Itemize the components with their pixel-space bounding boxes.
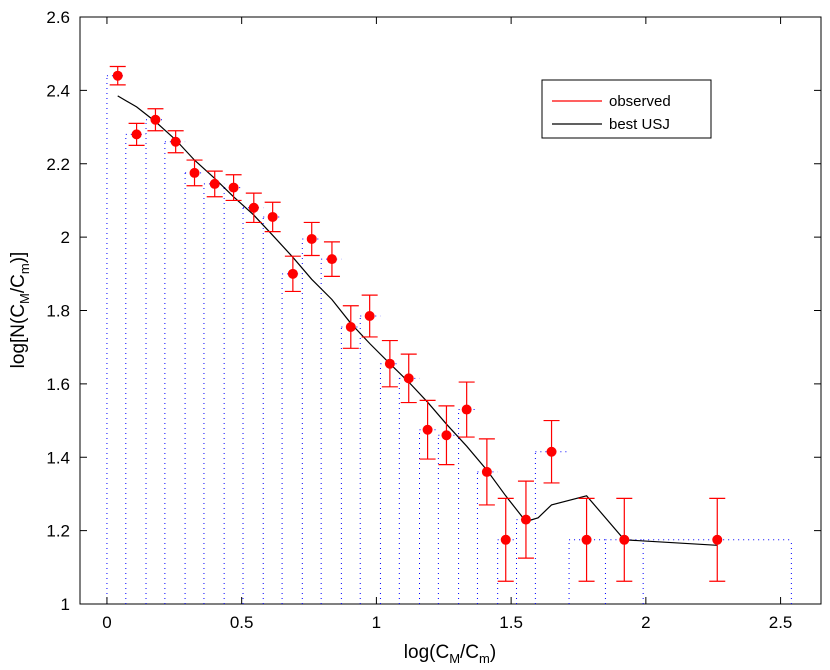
observed-point bbox=[481, 466, 492, 477]
y-tick-label: 2.2 bbox=[46, 155, 70, 174]
legend-label-observed: observed bbox=[609, 93, 671, 110]
legend-box bbox=[541, 79, 712, 139]
x-axis-label-mid: /C bbox=[460, 642, 479, 663]
observed-point bbox=[228, 182, 239, 193]
y-axis-label: log[N(CM/Cm)] bbox=[8, 252, 32, 369]
x-axis-label-sub1: M bbox=[449, 651, 460, 666]
observed-point bbox=[209, 178, 220, 189]
x-tick-label: 0 bbox=[102, 613, 111, 632]
observed-point bbox=[345, 322, 356, 333]
x-tick-label: 2 bbox=[641, 613, 650, 632]
y-tick-label: 1.6 bbox=[46, 375, 70, 394]
x-tick-label: 1 bbox=[372, 613, 381, 632]
y-axis-label-sub2: m bbox=[17, 263, 32, 274]
observed-point bbox=[112, 70, 123, 81]
observed-point bbox=[520, 514, 531, 525]
observed-point bbox=[131, 129, 142, 140]
observed-point bbox=[581, 534, 592, 545]
observed-point bbox=[384, 358, 395, 369]
y-tick-label: 1.2 bbox=[46, 522, 70, 541]
y-tick-label: 1.4 bbox=[46, 448, 70, 467]
observed-point bbox=[326, 254, 337, 265]
x-axis-label-end: ) bbox=[490, 642, 496, 663]
y-tick-label: 1.8 bbox=[46, 302, 70, 321]
y-tick-label: 2.4 bbox=[46, 81, 70, 100]
y-tick-label: 1 bbox=[61, 595, 70, 614]
x-tick-label: 2.5 bbox=[769, 613, 793, 632]
x-axis-label-base: log(C bbox=[404, 642, 449, 663]
observed-point bbox=[267, 211, 278, 222]
x-axis-label-sub2: m bbox=[479, 651, 490, 666]
observed-point bbox=[189, 167, 200, 178]
x-tick-label: 1.5 bbox=[499, 613, 523, 632]
observed-point bbox=[546, 446, 557, 457]
y-axis-label-sub1: M bbox=[17, 293, 32, 304]
x-tick-label: 0.5 bbox=[230, 613, 254, 632]
legend-label-best-usj: best USJ bbox=[609, 116, 670, 133]
observed-point bbox=[500, 534, 511, 545]
observed-point bbox=[461, 404, 472, 415]
observed-points-layer bbox=[109, 65, 726, 582]
x-axis-label: log(CM/Cm) bbox=[404, 642, 496, 666]
fit-line-layer bbox=[117, 95, 718, 546]
observed-point bbox=[248, 202, 259, 213]
observed-point bbox=[619, 534, 630, 545]
observed-point bbox=[287, 268, 298, 279]
observed-point bbox=[364, 311, 375, 322]
y-tick-label: 2 bbox=[61, 228, 70, 247]
legend: observed best USJ bbox=[541, 79, 712, 139]
observed-point bbox=[441, 430, 452, 441]
observed-point bbox=[170, 136, 181, 147]
y-axis-label-mid: /C bbox=[8, 274, 29, 293]
observed-point bbox=[403, 373, 414, 384]
y-tick-label: 2.6 bbox=[46, 8, 70, 27]
axes: 0 0.5 1 1.5 2 2.5 1 1.2 1.4 1.6 1.8 2 2.2 2.4 2.6 bbox=[46, 8, 821, 632]
observed-point bbox=[306, 233, 317, 244]
observed-point bbox=[150, 114, 161, 125]
observed-point bbox=[712, 534, 723, 545]
y-axis-label-base: log[N(C bbox=[8, 304, 29, 368]
y-axis-label-end: )] bbox=[8, 252, 29, 264]
observed-point bbox=[422, 424, 433, 435]
best-usj-line bbox=[117, 95, 718, 546]
